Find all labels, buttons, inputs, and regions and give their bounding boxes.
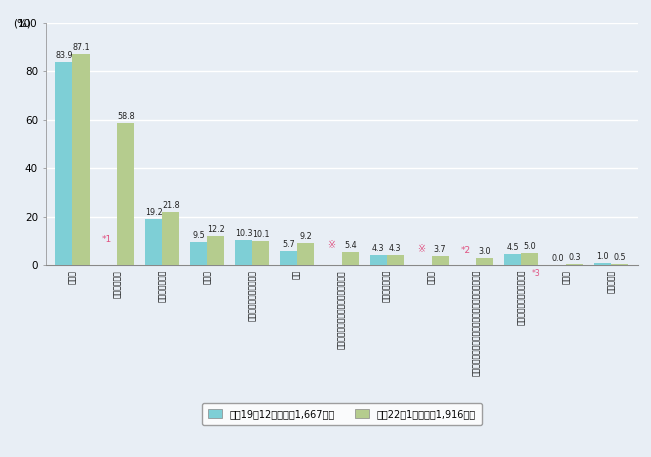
- Bar: [521, 253, 538, 265]
- Bar: [207, 235, 224, 265]
- Text: *3: *3: [532, 269, 541, 278]
- Text: 家族や友人との会話など: 家族や友人との会話など: [247, 270, 256, 321]
- Text: 5.7: 5.7: [282, 240, 295, 250]
- Text: 4.3: 4.3: [389, 244, 402, 253]
- Text: インターネット: インターネット: [158, 270, 167, 302]
- Text: 3.7: 3.7: [434, 245, 447, 254]
- Text: 58.8: 58.8: [117, 112, 135, 121]
- Bar: [252, 240, 269, 265]
- Text: 5.0: 5.0: [523, 242, 536, 251]
- Text: 87.1: 87.1: [72, 43, 90, 52]
- Text: 5.4: 5.4: [344, 241, 357, 250]
- Bar: [72, 54, 90, 265]
- Text: 書籍: 書籍: [292, 270, 301, 279]
- Text: わからない: わからない: [607, 270, 616, 293]
- Y-axis label: (%): (%): [13, 18, 31, 28]
- Bar: [280, 251, 297, 265]
- Text: テレビ: テレビ: [68, 270, 77, 284]
- Text: その他: その他: [562, 270, 571, 284]
- Text: 9.2: 9.2: [299, 232, 312, 241]
- Bar: [477, 258, 493, 265]
- Text: 21.8: 21.8: [162, 202, 180, 210]
- Text: 12.2: 12.2: [207, 224, 225, 234]
- Bar: [370, 255, 387, 265]
- Text: *1: *1: [102, 235, 112, 244]
- Text: 新聞、　雑誌: 新聞、 雑誌: [113, 270, 122, 298]
- Text: 10.3: 10.3: [235, 229, 252, 238]
- Text: ラジオ: ラジオ: [202, 270, 212, 284]
- Text: 0.5: 0.5: [613, 253, 626, 262]
- Text: 0.0: 0.0: [551, 254, 564, 263]
- Text: 3.0: 3.0: [478, 247, 492, 256]
- Text: 1.0: 1.0: [596, 252, 609, 260]
- Text: ※: ※: [417, 244, 425, 254]
- Text: 10.1: 10.1: [252, 230, 270, 239]
- Legend: 平成19年12月調査（1,667人）, 平成22年1月調査（1,916人）: 平成19年12月調査（1,667人）, 平成22年1月調査（1,916人）: [202, 403, 482, 425]
- Bar: [55, 62, 72, 265]
- Bar: [505, 254, 521, 265]
- Text: 大学や研究機関のイベントシンポジウム、講演会、: 大学や研究機関のイベントシンポジウム、講演会、: [472, 270, 481, 376]
- Text: 9.5: 9.5: [192, 231, 205, 240]
- Bar: [566, 264, 583, 265]
- Text: *2: *2: [460, 246, 471, 255]
- Text: 19.2: 19.2: [145, 207, 163, 217]
- Text: ※: ※: [327, 240, 335, 250]
- Bar: [145, 218, 162, 265]
- Bar: [611, 264, 628, 265]
- Text: 0.3: 0.3: [568, 253, 581, 262]
- Bar: [297, 243, 314, 265]
- Bar: [235, 240, 252, 265]
- Bar: [162, 212, 179, 265]
- Text: 83.9: 83.9: [55, 51, 73, 60]
- Bar: [342, 252, 359, 265]
- Bar: [432, 256, 449, 265]
- Bar: [190, 242, 207, 265]
- Text: 科学館・博物館: 科学館・博物館: [382, 270, 391, 302]
- Text: 4.5: 4.5: [506, 243, 519, 252]
- Text: 図書館: 図書館: [427, 270, 436, 284]
- Text: 4.3: 4.3: [372, 244, 384, 253]
- Text: 特にどこからも得ていない: 特にどこからも得ていない: [517, 270, 526, 325]
- Bar: [594, 263, 611, 265]
- Bar: [117, 122, 134, 265]
- Bar: [387, 255, 404, 265]
- Text: 企業の宣伝イベント、広告、カタログ: 企業の宣伝イベント、広告、カタログ: [337, 270, 346, 349]
